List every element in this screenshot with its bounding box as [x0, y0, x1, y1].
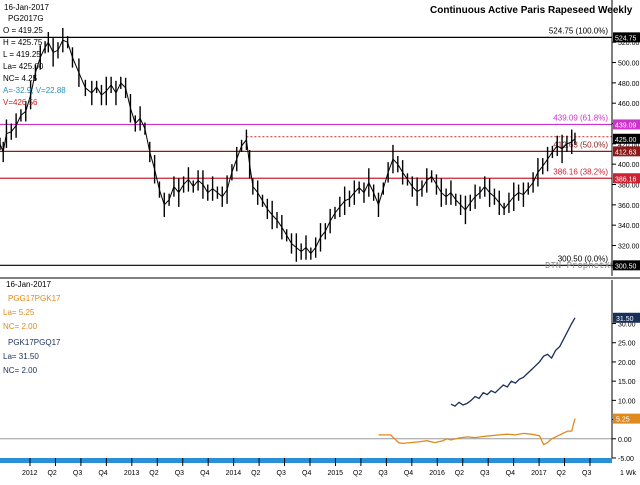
- time-tick-label: Q4: [98, 470, 107, 477]
- info-indicator-a: A=-32.9, V=22.88: [3, 86, 66, 95]
- time-tick-label: Q4: [506, 470, 515, 477]
- spread-lines: [0, 317, 612, 446]
- info-symbol: PG2017G: [8, 14, 44, 23]
- fib-level-label: 439.09 (61.8%): [553, 113, 608, 122]
- series2-symbol: PGK17PGQ17: [8, 338, 61, 347]
- time-tick-label: Q3: [378, 470, 387, 477]
- spread-tick-label: 25.00: [618, 341, 636, 348]
- fib-level-label: 300.50 (0.0%): [558, 254, 609, 263]
- time-tick-label: Q3: [73, 470, 82, 477]
- price-tick-label: 340.00: [618, 223, 640, 230]
- time-tick-label: Q4: [200, 470, 209, 477]
- time-tick-label: Q2: [251, 470, 260, 477]
- time-tick-label: Q3: [480, 470, 489, 477]
- info-last: La= 425.00: [3, 62, 44, 71]
- time-tick-label: Q3: [582, 470, 591, 477]
- timeline-bar: [0, 458, 612, 463]
- price-tick-label: 380.00: [618, 183, 640, 190]
- fib-level-tag: [613, 119, 640, 130]
- price-tick-label: 360.00: [618, 203, 640, 210]
- last-price-tag-text: 425.00: [615, 137, 637, 144]
- time-axis: 2012 Q2 Q3 Q4 2013 Q2 Q3 Q4 2014 Q2 Q3 Q4 2015 Q2 Q3 Q4…: [22, 458, 636, 477]
- series1-symbol: PGG17PGK17: [8, 294, 61, 303]
- fib-level-tag: [613, 146, 640, 157]
- price-tick-label: 520.00: [618, 40, 640, 47]
- fib-level-tag-text: 412.63: [615, 149, 637, 156]
- time-tick-label: 2012: [22, 470, 38, 477]
- spread-series-tag: [613, 413, 640, 424]
- spread-tick-label: 30.00: [618, 322, 636, 329]
- price-tick-label: 500.00: [618, 61, 640, 68]
- fib-level-label: 412.63 (50.0%): [553, 140, 608, 149]
- spread-tick-label: 10.00: [618, 398, 636, 405]
- time-tick-label: Q2: [353, 470, 362, 477]
- chart-title: Continuous Active Paris Rapeseed Weekly: [430, 5, 633, 16]
- time-tick-label: 2015: [327, 470, 343, 477]
- spread-info-date: 16-Jan-2017: [6, 280, 51, 289]
- spread-series-line: [378, 418, 576, 446]
- info-indicator-v: V=426.56: [3, 98, 38, 107]
- series2-last: La= 31.50: [3, 352, 39, 361]
- fib-level-label: 386.16 (38.2%): [553, 167, 608, 176]
- info-date: 16-Jan-2017: [4, 3, 49, 12]
- info-net-change: NC= 4.25: [3, 74, 38, 83]
- spread-series-tag-text: 31.50: [616, 316, 634, 323]
- spread-tick-label: -5.00: [618, 456, 634, 463]
- price-tick-label: 320.00: [618, 244, 640, 251]
- info-high: H = 425.75: [3, 38, 43, 47]
- time-tick-label: Q4: [404, 470, 413, 477]
- time-tick-label: 2014: [226, 470, 242, 477]
- fib-level-tag: [613, 260, 640, 271]
- spread-tick-label: 0.00: [618, 437, 632, 444]
- time-tick-label: 2016: [429, 470, 445, 477]
- fib-level-tag: [613, 32, 640, 43]
- spread-axis: 30.0025.0020.0015.0010.005.000.00-5.0031…: [611, 280, 640, 463]
- price-tick-label: 400.00: [618, 162, 640, 169]
- ohlc-bars: [0, 27, 576, 262]
- fib-level-tag: [613, 173, 640, 184]
- time-tick-label: Q3: [175, 470, 184, 477]
- spread-tick-label: 15.00: [618, 379, 636, 386]
- interval-label: 1 Wk: [620, 470, 636, 477]
- spread-pane[interactable]: 16-Jan-2017 PGG17PGK17 La= 5.25 NC= 2.00…: [0, 280, 612, 446]
- info-low: L = 419.25: [3, 50, 41, 59]
- last-price-tag: [613, 133, 640, 144]
- price-tick-label: 420.00: [618, 142, 640, 149]
- fib-level-tag-text: 439.09: [615, 122, 637, 129]
- time-tick-label: Q4: [302, 470, 311, 477]
- time-tick-label: Q3: [277, 470, 286, 477]
- price-tick-label: 480.00: [618, 81, 640, 88]
- price-pane[interactable]: 524.75 (100.0%) 439.09 (61.8%) 412.63 (50.…: [0, 0, 633, 276]
- spread-series-tag: [613, 312, 640, 323]
- time-tick-label: Q2: [47, 470, 56, 477]
- series2-net-change: NC= 2.00: [3, 366, 38, 375]
- time-tick-label: Q2: [149, 470, 158, 477]
- fib-level-label: 524.75 (100.0%): [549, 26, 608, 35]
- spread-info-panel: 16-Jan-2017 PGG17PGK17 La= 5.25 NC= 2.00…: [3, 280, 61, 375]
- watermark: DTN ProphetX®: [545, 261, 616, 271]
- spread-series-line: [450, 317, 576, 407]
- fib-level-tag-text: 386.16: [615, 176, 637, 183]
- time-tick-label: 2017: [531, 470, 547, 477]
- price-close-line: [0, 39, 576, 255]
- price-axis: 300.00320.00340.00360.00380.00400.00420.…: [611, 0, 640, 276]
- time-tick-label: 2013: [124, 470, 140, 477]
- price-pane-bg: [0, 0, 612, 276]
- time-tick-label: Q2: [557, 470, 566, 477]
- fibonacci-levels: 524.75 (100.0%) 439.09 (61.8%) 412.63 (50.…: [0, 26, 612, 266]
- fib-level-tag-text: 300.50: [615, 263, 637, 270]
- info-open: O = 419.25: [3, 26, 43, 35]
- series1-net-change: NC= 2.00: [3, 322, 38, 331]
- price-info-panel: 16-Jan-2017 PG2017G O = 419.25 H = 425.7…: [3, 3, 66, 107]
- time-tick-label: Q2: [455, 470, 464, 477]
- spread-series-tag-text: 5.25: [616, 417, 630, 424]
- spread-tick-label: 20.00: [618, 360, 636, 367]
- series1-last: La= 5.25: [3, 308, 35, 317]
- price-tick-label: 460.00: [618, 101, 640, 108]
- fib-level-tag-text: 524.75: [615, 35, 637, 42]
